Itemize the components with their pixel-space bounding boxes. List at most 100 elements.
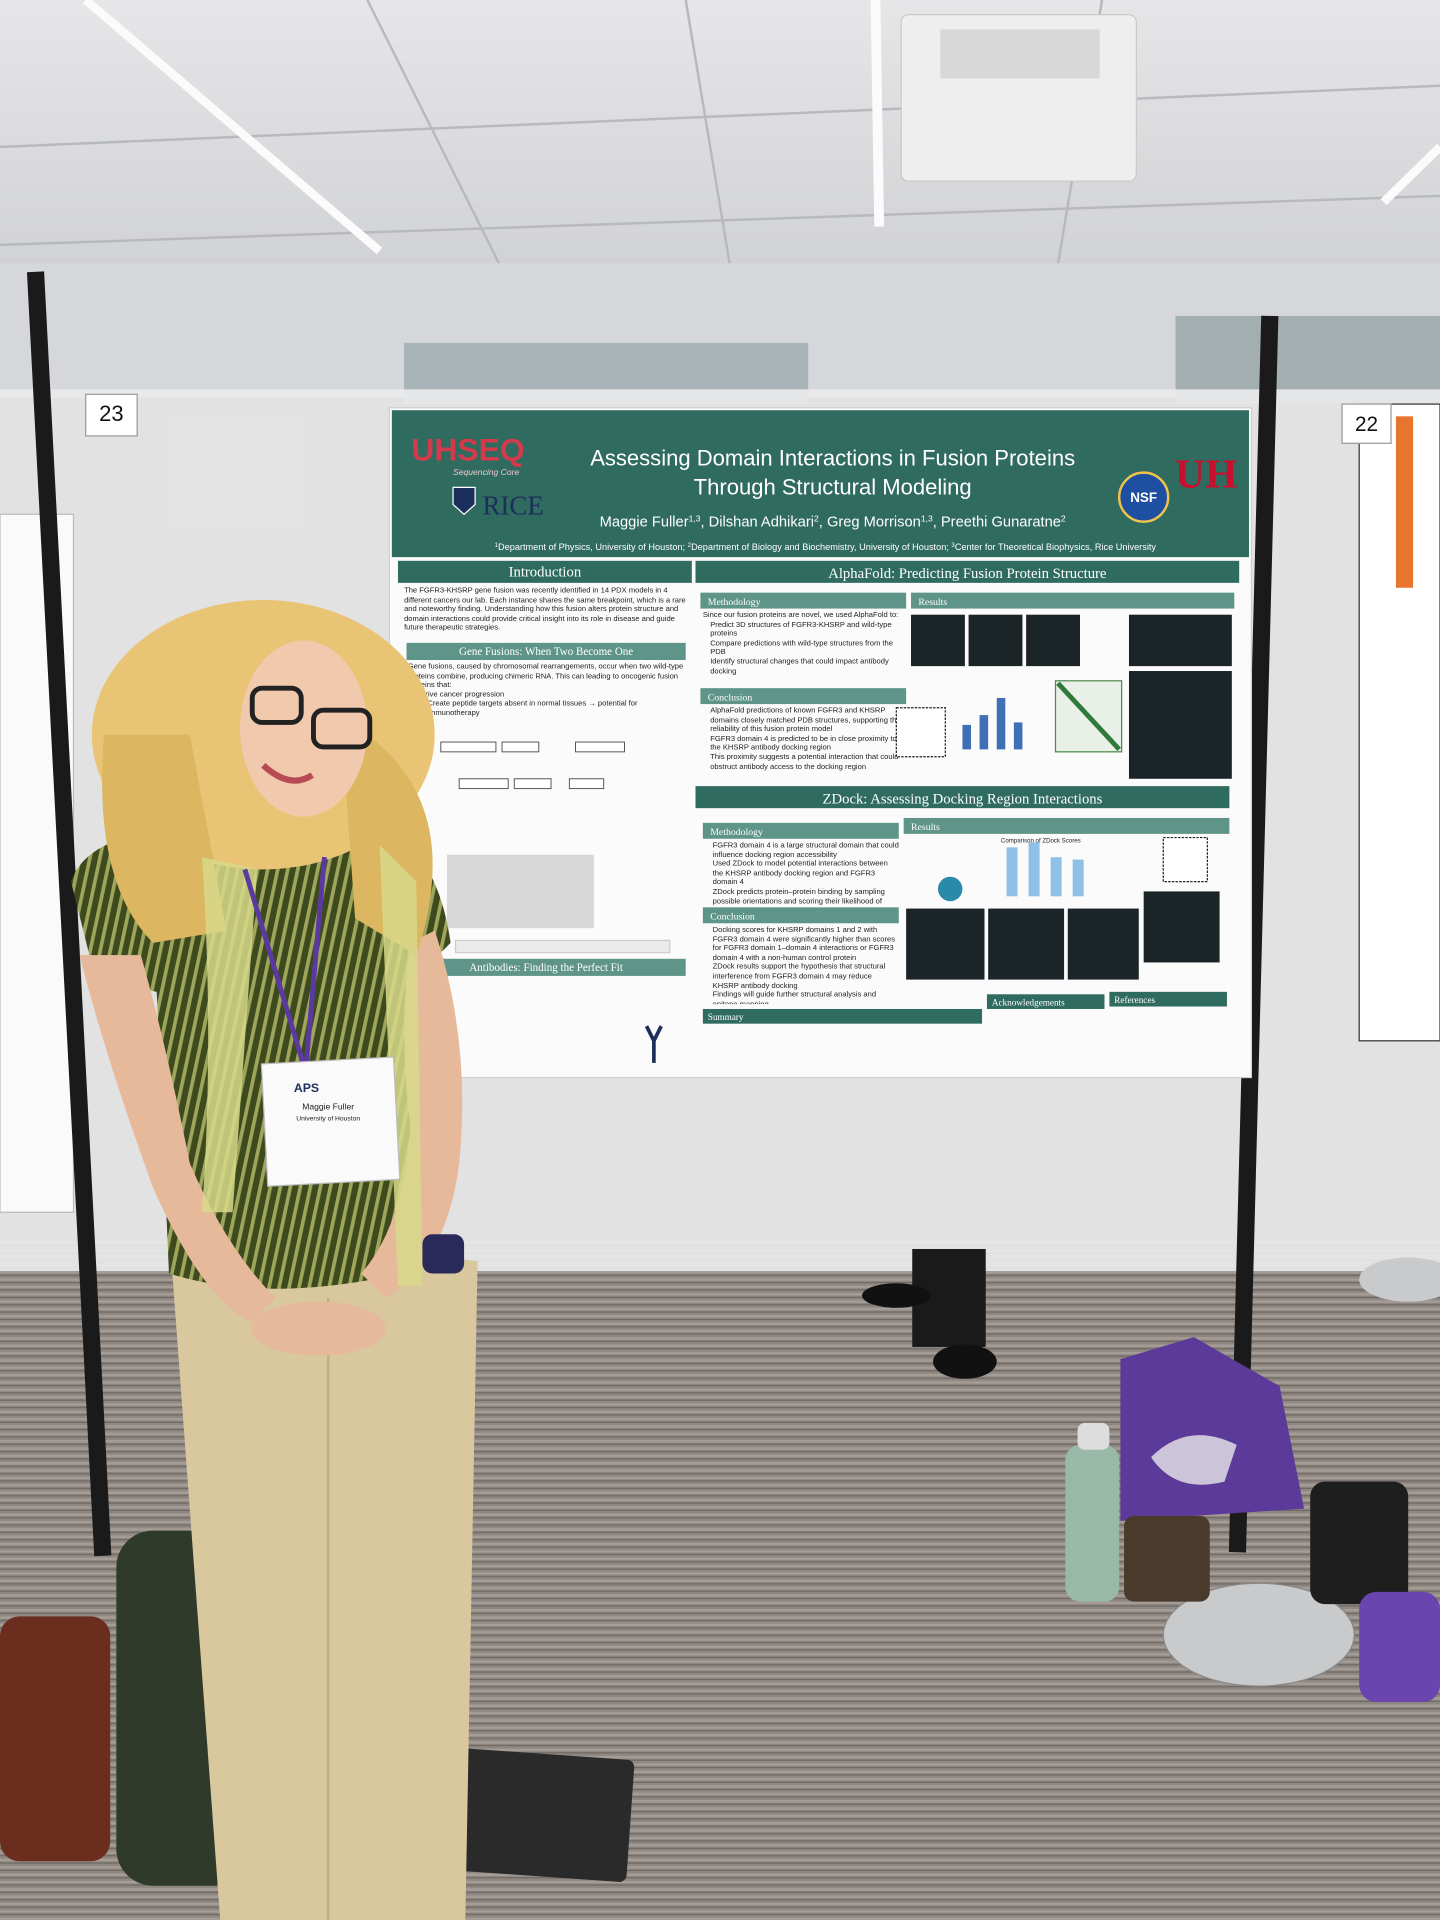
author-name: Greg Morrison [827,515,921,531]
badge-org: APS [294,1081,319,1095]
logo-uhseq: UHSEQ [411,431,524,467]
projector-vent [940,29,1100,79]
badge-affiliation: University of Houston [296,1115,360,1122]
ceiling-light [82,0,383,255]
ceiling [0,0,1440,294]
affiliation-number: 3 [951,541,955,548]
zd-method-bullet: ZDock predicts protein–protein binding b… [712,887,885,905]
af-conclusion-box: AlphaFold predictions of known FGFR3 and… [710,706,901,771]
protein-images [911,614,1232,779]
presenter: APS Maggie Fuller University of Houston [71,600,478,1920]
water-bottle [1065,1444,1120,1602]
subsection-header [702,822,899,839]
subsection-header [406,642,686,660]
poster: UHSEQ Sequencing Core RICE NSF UH Assess… [388,407,1253,1079]
bag [1359,1591,1440,1703]
subsection-header [903,817,1230,834]
af-conclusion-bullet: AlphaFold predictions of known FGFR3 and… [710,706,901,734]
subsection-header [406,958,686,976]
smile [261,762,314,784]
badge-name: Maggie Fuller [302,1101,354,1111]
affiliation-text: Department of Biology and Biochemistry, … [691,542,949,552]
author-affiliation-mark: 2 [1061,514,1066,524]
poster-authors: Maggie Fuller1,3, Dilshan Adhikari2, Gre… [600,514,1066,531]
section-header [695,560,1240,583]
section-header [1109,991,1227,1007]
subsection-header [700,688,907,705]
section-title: ZDock: Assessing Docking Region Interact… [823,791,1103,807]
board-number: 23 [99,401,124,426]
rice-shield [452,486,476,516]
subsection-title: Antibodies: Finding the Perfect Fit [469,962,623,974]
section-title: Summary [708,1012,744,1022]
af-method-bullet: Compare predictions with wild-type struc… [710,638,893,657]
nsf-seal [1117,471,1170,523]
logo-uhseq-sub: Sequencing Core [453,467,519,477]
board-number: 22 [1355,413,1378,436]
arm [79,955,276,1323]
section-title: References [1114,995,1155,1005]
section-header [397,560,692,583]
gene-fusion-bullet: Drive cancer progression [420,690,505,699]
subsection-header [700,592,907,609]
poster-title: Assessing Domain Interactions in Fusion … [590,445,1075,470]
poster-header [391,410,1249,558]
glasses [249,685,304,725]
intro-text: The FGFR3-KHSRP gene fusion was recently… [404,586,686,633]
zd-conclusion-box: Docking scores for KHSRP domains 1 and 2… [712,926,895,1004]
author-name: Preethi Gunaratne [941,515,1061,531]
subsection-title: Conclusion [710,912,755,923]
zd-conclusion-bullet: ZDock results support the hypothesis tha… [712,962,886,991]
name-badge [260,1056,401,1187]
contact-map-diagonal [1056,681,1121,752]
sequence-trace [454,939,671,954]
af-method-bullet: Predict 3D structures of FGFR3-KHSRP and… [710,620,892,639]
logo-nsf: NSF [1130,490,1157,505]
logo-rice: RICE [482,490,543,520]
section-header [702,1008,983,1024]
shoe [933,1344,997,1379]
neighbor-poster [166,416,308,527]
qr-code [1162,836,1208,883]
chart-title: Comparison of ZDock Scores [1001,837,1081,844]
glasses [311,707,373,750]
affiliation-text: Department of Physics, University of Hou… [498,542,685,552]
subsection-title: Methodology [710,827,763,838]
logo-uh: UH [1175,451,1237,497]
af-conclusion-bullet: FGFR3 domain 4 is predicted to be in clo… [710,734,897,753]
affiliation-text: Center for Theoretical Biophysics, Rice … [955,542,1157,552]
drawstring-bag [1120,1337,1305,1521]
zd-conclusion-bullet: Findings will guide further structural a… [712,990,877,1004]
board-number-tag [1341,403,1392,444]
zd-method-bullet: FGFR3 domain 4 is a large structural dom… [712,841,899,860]
lanyard [303,856,327,1066]
stand-base [1359,1257,1440,1302]
gel-image [446,854,594,929]
board-number-tag [85,393,138,437]
subsection-header [911,592,1235,609]
leather-bag [0,1616,111,1862]
bag-logo [1151,1435,1237,1485]
section-title: Introduction [509,565,582,581]
stand-pole [1228,315,1279,1553]
subsection-header [702,907,899,924]
antibody-icon [644,1025,663,1063]
smartwatch [422,1234,465,1274]
bag [1310,1481,1409,1605]
qr-code [895,707,946,758]
subsection-title: Results [918,597,947,608]
ceiling-light [870,0,885,227]
docking-images [906,891,1220,980]
author-affiliation-mark: 2 [814,514,819,524]
rmsd-bars [962,697,1023,750]
poster-affiliations: 1Department of Physics, University of Ho… [495,541,1157,552]
neighbor-poster-stripe [1395,416,1414,588]
intro-text-box: The FGFR3-KHSRP gene fusion was recently… [404,586,686,633]
af-method-text: Since our fusion proteins are novel, we … [702,611,899,620]
face [240,640,368,817]
author-name: Maggie Fuller [600,515,689,531]
tablet [437,1747,635,1882]
pants [171,1248,478,1920]
bottle-cap [1077,1422,1110,1450]
